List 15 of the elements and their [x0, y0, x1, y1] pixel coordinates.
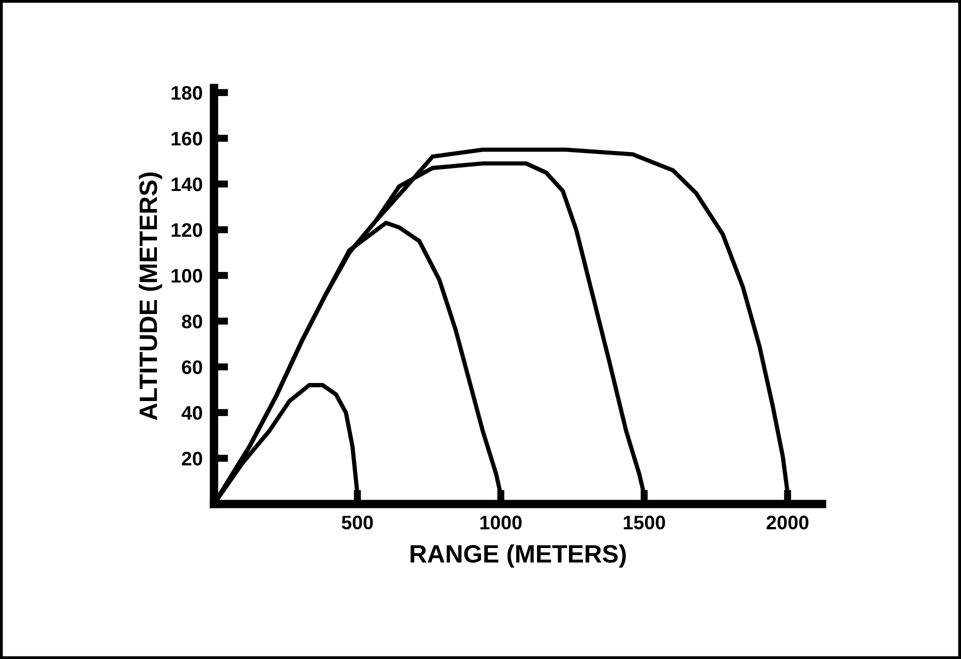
y-tick-label: 100 [172, 268, 202, 283]
y-axis-title: ALTITUDE (METERS) [138, 172, 162, 420]
x-tick-label: 1500 [624, 516, 666, 530]
y-tick-label: 80 [182, 314, 202, 328]
x-tick-label: 1000 [480, 516, 522, 530]
y-tick-label: 120 [172, 223, 202, 237]
y-tick-label: 60 [182, 360, 202, 374]
x-axis-title: RANGE (METERS) [410, 544, 626, 568]
y-tick-label: 40 [182, 406, 202, 420]
x-tick-label: 500 [342, 516, 373, 530]
y-tick-label: 180 [172, 86, 202, 100]
y-tick-label: 160 [172, 132, 202, 146]
y-tick-label: 140 [172, 177, 202, 192]
y-tick-label: 20 [182, 452, 202, 466]
x-tick-label: 2000 [766, 516, 808, 530]
